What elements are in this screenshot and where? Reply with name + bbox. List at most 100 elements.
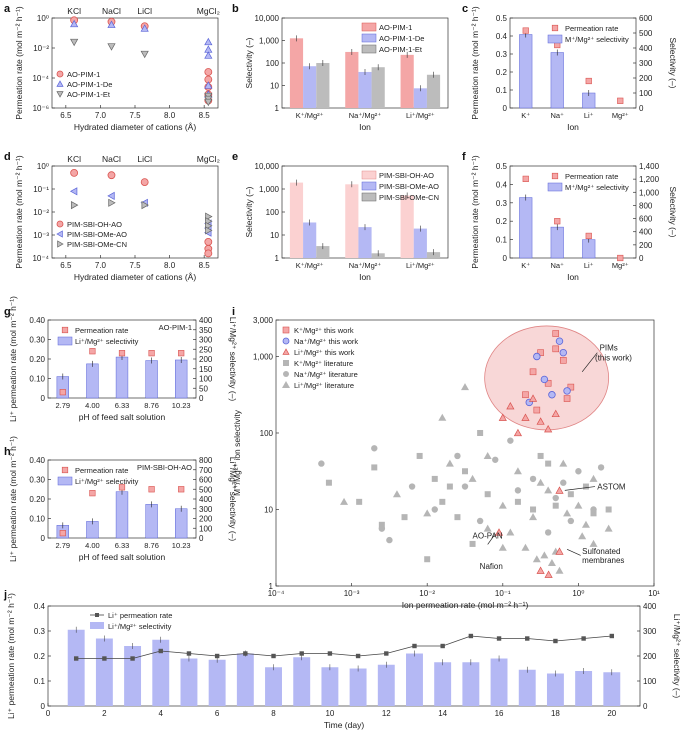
x-tick-label: Na⁺ bbox=[550, 111, 564, 120]
legend-label: Li⁺/Mg²⁺ this work bbox=[294, 348, 355, 357]
literature-li-point bbox=[506, 528, 515, 536]
bar-PIM-SBI-OMe-AO bbox=[413, 228, 427, 258]
x-axis-label: Hydrated diameter of cations (Å) bbox=[74, 122, 197, 132]
literature-li-point bbox=[483, 451, 492, 459]
y-tick-label: 10 bbox=[264, 505, 273, 514]
data-point-AO-PIM-1-De bbox=[204, 81, 213, 89]
legend-label: AO-PIM-1-De bbox=[67, 80, 112, 89]
permeation-rate-point bbox=[412, 643, 417, 649]
y2-tick-label: 200 bbox=[643, 652, 657, 661]
y-tick-label: 10,000 bbox=[255, 162, 280, 171]
legend-label: Na⁺/Mg²⁺ this work bbox=[294, 337, 358, 346]
legend-marker bbox=[56, 220, 64, 228]
permeation-rate-point bbox=[581, 636, 586, 641]
permeation-rate-point bbox=[355, 653, 361, 659]
this-work-li-point bbox=[513, 428, 523, 437]
permeation-rate-point bbox=[384, 651, 389, 656]
y-tick-label: 10 bbox=[270, 82, 279, 91]
sulfonated-point bbox=[555, 547, 564, 555]
legend-label: AO-PIM-1-Et bbox=[379, 45, 423, 54]
x-tick-label: 0 bbox=[46, 709, 51, 718]
y2-tick-label: 600 bbox=[639, 14, 653, 23]
selectivity-bar bbox=[124, 646, 142, 706]
x-tick-label: 10 bbox=[325, 709, 334, 718]
top-salt-label: KCl bbox=[67, 6, 81, 16]
permeation-rate-point bbox=[271, 653, 276, 659]
annotation-arrow bbox=[566, 548, 581, 556]
y2-tick-label: 0 bbox=[199, 394, 204, 403]
y-tick-label: 0.40 bbox=[29, 456, 45, 465]
selectivity-bar bbox=[293, 657, 311, 706]
panel-label-c: c bbox=[462, 3, 468, 15]
legend-marker bbox=[95, 613, 99, 617]
literature-li-point bbox=[589, 474, 598, 482]
legend-label: Permeation rate bbox=[565, 24, 618, 33]
top-salt-label: LiCl bbox=[137, 154, 152, 164]
y-tick-label: 0.10 bbox=[29, 515, 45, 524]
x-tick-label: 7.0 bbox=[95, 111, 107, 120]
y-axis-label: Permeation rate (mol m⁻² h⁻¹) bbox=[470, 155, 480, 269]
this-work-k-point bbox=[552, 330, 560, 337]
bar-PIM-SBI-OH-AO bbox=[400, 195, 414, 258]
y-axis-label: M⁺/Mg²⁺ ion selectivity bbox=[232, 409, 242, 496]
literature-li-point bbox=[513, 467, 522, 475]
bar-PIM-SBI-OH-AO bbox=[345, 184, 359, 258]
y2-tick-label: 300 bbox=[199, 336, 213, 345]
permeation-rate-line bbox=[76, 635, 612, 659]
legend-swatch bbox=[90, 622, 104, 629]
literature-k-point bbox=[454, 514, 461, 521]
x-tick-label: Li⁺ bbox=[584, 261, 594, 270]
literature-li-point bbox=[468, 474, 477, 482]
legend-label: PIM-SBI-OH-AO bbox=[379, 171, 434, 180]
legend-swatch bbox=[361, 44, 377, 54]
y-tick-label: 0 bbox=[41, 534, 46, 543]
y2-tick-label: 300 bbox=[639, 59, 653, 68]
y2-tick-label: 500 bbox=[639, 29, 653, 38]
x-tick-label: Mg²⁺ bbox=[612, 261, 629, 270]
x-tick-label: K⁺/Mg²⁺ bbox=[296, 261, 324, 270]
legend-label: AO-PIM-1 bbox=[67, 70, 100, 79]
literature-li-point bbox=[423, 509, 432, 517]
permeation-rate-point bbox=[609, 633, 615, 639]
literature-na-point bbox=[371, 445, 378, 452]
x-tick-label: Li⁺/Mg²⁺ bbox=[406, 261, 435, 270]
literature-na-point bbox=[544, 529, 552, 536]
x-tick-label: 6.33 bbox=[115, 541, 130, 550]
legend-marker bbox=[282, 326, 290, 334]
astom-point bbox=[555, 486, 564, 494]
selectivity-bar bbox=[550, 226, 564, 259]
permeation-rate-point bbox=[299, 651, 304, 656]
x-tick-label: 10.23 bbox=[172, 401, 191, 410]
literature-li-point bbox=[438, 413, 447, 421]
x-tick-label: 16 bbox=[495, 709, 504, 718]
y2-tick-label: 1,200 bbox=[639, 175, 660, 184]
x-axis-label: Time (day) bbox=[324, 720, 364, 730]
y-tick-label: 0.2 bbox=[34, 652, 46, 661]
this-work-li-point bbox=[551, 409, 560, 418]
panel-title: AO-PIM-1 bbox=[159, 323, 192, 332]
bar-PIM-SBI-OMe-AO bbox=[358, 227, 372, 258]
literature-na-point bbox=[590, 506, 597, 513]
x-tick-label: 10⁰ bbox=[572, 589, 584, 598]
y-tick-label: 10⁻⁴ bbox=[32, 254, 49, 263]
y-tick-label: 10⁰ bbox=[37, 14, 49, 23]
selectivity-bar bbox=[519, 197, 533, 259]
data-point-PIM-SBI-OH-AO bbox=[204, 237, 213, 246]
y-tick-label: 10,000 bbox=[255, 14, 280, 23]
x-tick-label: 2.79 bbox=[55, 541, 70, 550]
legend-label: AO-PIM-1-De bbox=[379, 34, 424, 43]
x-tick-label: 8.76 bbox=[144, 401, 159, 410]
permeation-rate-point bbox=[468, 633, 474, 639]
y-tick-label: 10⁻² bbox=[33, 208, 49, 217]
nafion-point bbox=[536, 566, 545, 574]
literature-na-point bbox=[476, 517, 484, 525]
bar-AO-PIM-1-Et bbox=[426, 74, 441, 108]
permeation-rate-point bbox=[243, 651, 248, 656]
nafion-point bbox=[544, 570, 553, 578]
y-tick-label: 10 bbox=[270, 231, 279, 240]
literature-li-point bbox=[461, 383, 469, 391]
literature-li-point bbox=[498, 501, 507, 509]
x-axis-label: Hydrated diameter of cations (Å) bbox=[74, 272, 197, 282]
y-tick-label: 0 bbox=[503, 104, 508, 113]
selectivity-bar bbox=[434, 662, 452, 706]
